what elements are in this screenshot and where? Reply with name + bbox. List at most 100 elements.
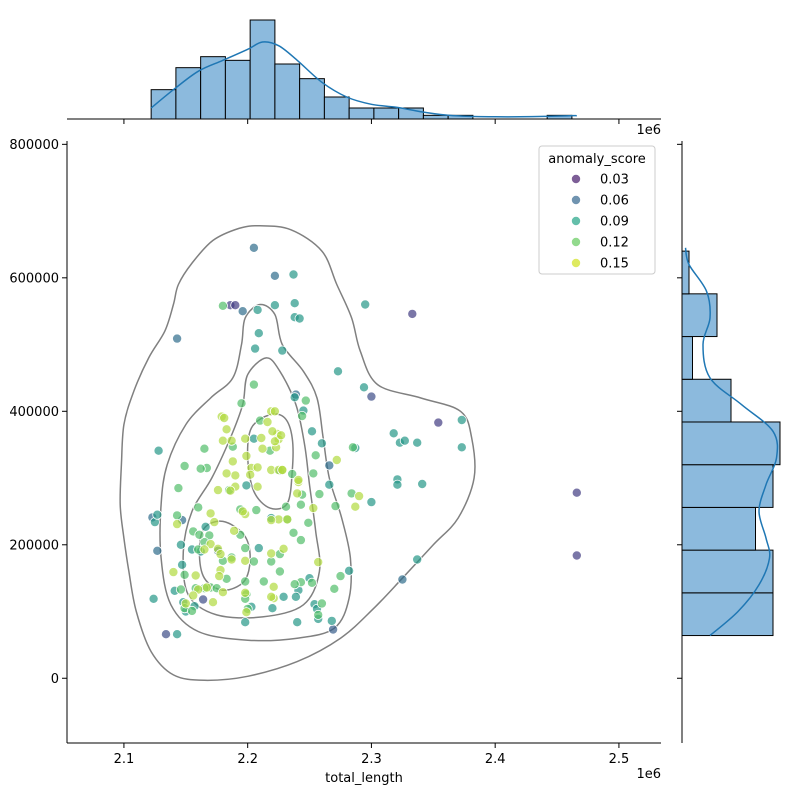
scatter-point xyxy=(172,629,183,640)
scatter-point xyxy=(201,582,212,593)
scatter-point xyxy=(252,304,263,315)
scatter-point xyxy=(240,587,251,598)
scatter-point xyxy=(392,479,403,490)
scatter-point xyxy=(316,438,327,449)
scatter-point xyxy=(269,270,280,281)
scatter-point xyxy=(313,557,324,568)
scatter-point xyxy=(399,435,410,446)
scatter-point xyxy=(248,242,259,253)
scatter-point xyxy=(253,543,264,554)
scatter-point xyxy=(230,300,241,311)
scatter-point xyxy=(237,506,248,517)
x-tick-label: 2.2 xyxy=(237,752,258,767)
scatter-point xyxy=(240,555,251,566)
scatter-point xyxy=(354,491,365,502)
legend-label: 0.09 xyxy=(600,215,629,230)
scatter-point xyxy=(256,432,267,443)
scatter-point xyxy=(280,501,291,512)
scatter-point xyxy=(217,300,228,311)
scatter-point xyxy=(407,308,418,319)
scatter-point xyxy=(209,517,220,528)
scatter-point xyxy=(332,366,343,377)
kde-contour-level-2 xyxy=(159,303,352,642)
scatter-point xyxy=(282,514,293,525)
scatter-point xyxy=(237,306,248,317)
scatter-point xyxy=(195,463,206,474)
legend-label: 0.03 xyxy=(600,173,629,188)
scatter-point xyxy=(177,559,188,570)
scatter-point xyxy=(207,597,218,608)
x-tick-label: 2.3 xyxy=(361,752,382,767)
top-marginal-histogram: 1e6 xyxy=(67,19,661,138)
scatter-point xyxy=(331,454,342,465)
legend-marker xyxy=(571,194,582,205)
scatter-point xyxy=(388,428,399,439)
top-hist-bar xyxy=(422,114,449,120)
top-hist-bar xyxy=(274,63,301,120)
right-hist-bar xyxy=(681,464,774,508)
top-hist-bar xyxy=(175,67,202,120)
scatter-point xyxy=(360,299,371,310)
scatter-point xyxy=(175,539,186,550)
scatter-point xyxy=(269,300,280,311)
right-hist-bar xyxy=(681,250,690,295)
scatter-point xyxy=(225,485,236,496)
scatter-point xyxy=(456,442,467,453)
scatter-point xyxy=(190,570,201,581)
right-hist-bar xyxy=(681,421,781,466)
scatter-point xyxy=(366,497,377,508)
scatter-point xyxy=(219,412,230,423)
scatter-point xyxy=(292,488,303,499)
scatter-point xyxy=(347,442,358,453)
scatter-point xyxy=(366,391,377,402)
kde-contours xyxy=(119,224,476,682)
scatter-point xyxy=(236,398,247,409)
scatter-point xyxy=(229,525,240,536)
scatter-point xyxy=(172,510,183,521)
scatter-point xyxy=(358,382,369,393)
scatter-point xyxy=(294,313,305,324)
scatter-point xyxy=(160,629,171,640)
scatter-point xyxy=(227,456,238,467)
legend-marker xyxy=(571,257,582,268)
scatter-point xyxy=(289,298,300,309)
scatter-point xyxy=(412,437,423,448)
scatter-point xyxy=(240,433,251,444)
top-hist-bar xyxy=(200,56,226,120)
legend-label: 0.12 xyxy=(600,236,629,251)
x-tick-label: 2.4 xyxy=(485,752,506,767)
scatter-point xyxy=(266,548,277,559)
scatter-point xyxy=(326,615,337,626)
scatter-point xyxy=(276,430,287,441)
scatter-point xyxy=(194,529,205,540)
scatter-point xyxy=(148,593,159,604)
scatter-point xyxy=(571,550,582,561)
scatter-point xyxy=(257,443,268,454)
scatter-point xyxy=(252,481,263,492)
top-hist-bar xyxy=(323,96,350,120)
scatter-point xyxy=(433,417,444,428)
scatter-point xyxy=(266,591,277,602)
legend-title: anomaly_score xyxy=(548,152,646,167)
scatter-point xyxy=(168,567,179,578)
scatter-point xyxy=(200,521,211,532)
scatter-point xyxy=(295,535,306,546)
scatter-point xyxy=(230,470,241,481)
scatter-point xyxy=(248,556,259,567)
scatter-point xyxy=(180,598,191,609)
right-hist-bar xyxy=(681,592,774,637)
scatter-point xyxy=(289,579,300,590)
scatter-point xyxy=(456,414,467,425)
scatter-point xyxy=(173,483,184,494)
scatter-point xyxy=(300,395,311,406)
scatter-point xyxy=(217,435,228,446)
scatter-point xyxy=(324,479,335,490)
scatter-points xyxy=(147,242,582,640)
y-tick-label: 800000 xyxy=(9,138,59,153)
scatter-point xyxy=(278,543,289,554)
scatter-point xyxy=(188,590,199,601)
scatter-point xyxy=(252,462,263,473)
scatter-point xyxy=(313,609,324,620)
scatter-point xyxy=(221,468,232,479)
legend-marker xyxy=(571,173,582,184)
